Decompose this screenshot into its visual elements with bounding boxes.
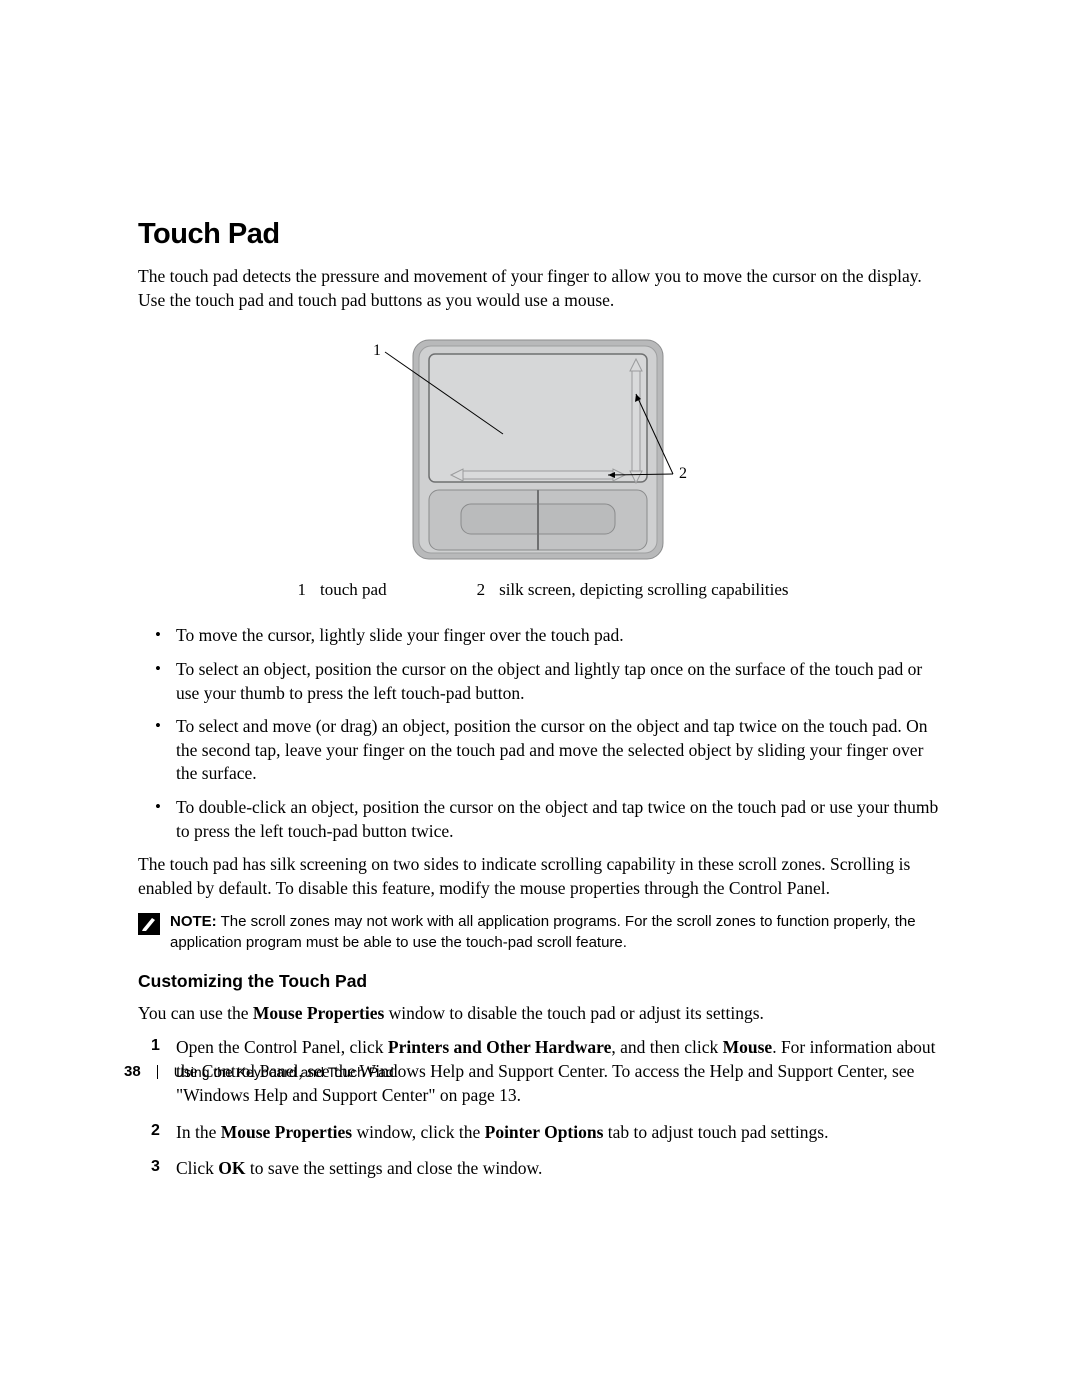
diagram-legend: 1 touch pad 2 silk screen, depicting scr… [138,580,948,600]
bullet-item: To select an object, position the cursor… [138,658,948,705]
legend-num-2: 2 [477,580,486,600]
note-body: The scroll zones may not work with all a… [170,913,916,951]
bullet-item: To move the cursor, lightly slide your f… [138,624,948,648]
callout-2: 2 [679,465,687,483]
note-text: NOTE: The scroll zones may not work with… [170,911,948,953]
instruction-bullets: To move the cursor, lightly slide your f… [138,624,948,843]
step-item: Click OK to save the settings and close … [138,1156,948,1180]
legend-label-1: touch pad [320,580,387,600]
chapter-title: Using the Keyboard and Touch Pad [174,1064,394,1080]
subsection-heading: Customizing the Touch Pad [138,971,948,992]
footer-divider [157,1065,158,1079]
page-footer: 38 Using the Keyboard and Touch Pad [124,1063,394,1080]
touchpad-diagram: 1 2 [373,334,713,564]
scroll-zone-paragraph: The touch pad has silk screening on two … [138,853,948,900]
legend-num-1: 1 [298,580,307,600]
legend-label-2: silk screen, depicting scrolling capabil… [499,580,788,600]
touchpad-svg [373,334,713,564]
bullet-item: To select and move (or drag) an object, … [138,715,948,786]
subsection-intro: You can use the Mouse Properties window … [138,1002,948,1026]
callout-1: 1 [373,342,381,360]
numbered-steps: Open the Control Panel, click Printers a… [138,1035,948,1180]
page-number: 38 [124,1063,141,1080]
intro-paragraph: The touch pad detects the pressure and m… [138,265,948,312]
note-icon [138,913,160,935]
diagram-container: 1 2 [138,334,948,564]
step-item: In the Mouse Properties window, click th… [138,1120,948,1144]
page-content: Touch Pad The touch pad detects the pres… [138,218,948,1192]
section-heading: Touch Pad [138,218,948,251]
note-label: NOTE: [170,913,217,930]
note-block: NOTE: The scroll zones may not work with… [138,911,948,953]
bullet-item: To double-click an object, position the … [138,796,948,843]
